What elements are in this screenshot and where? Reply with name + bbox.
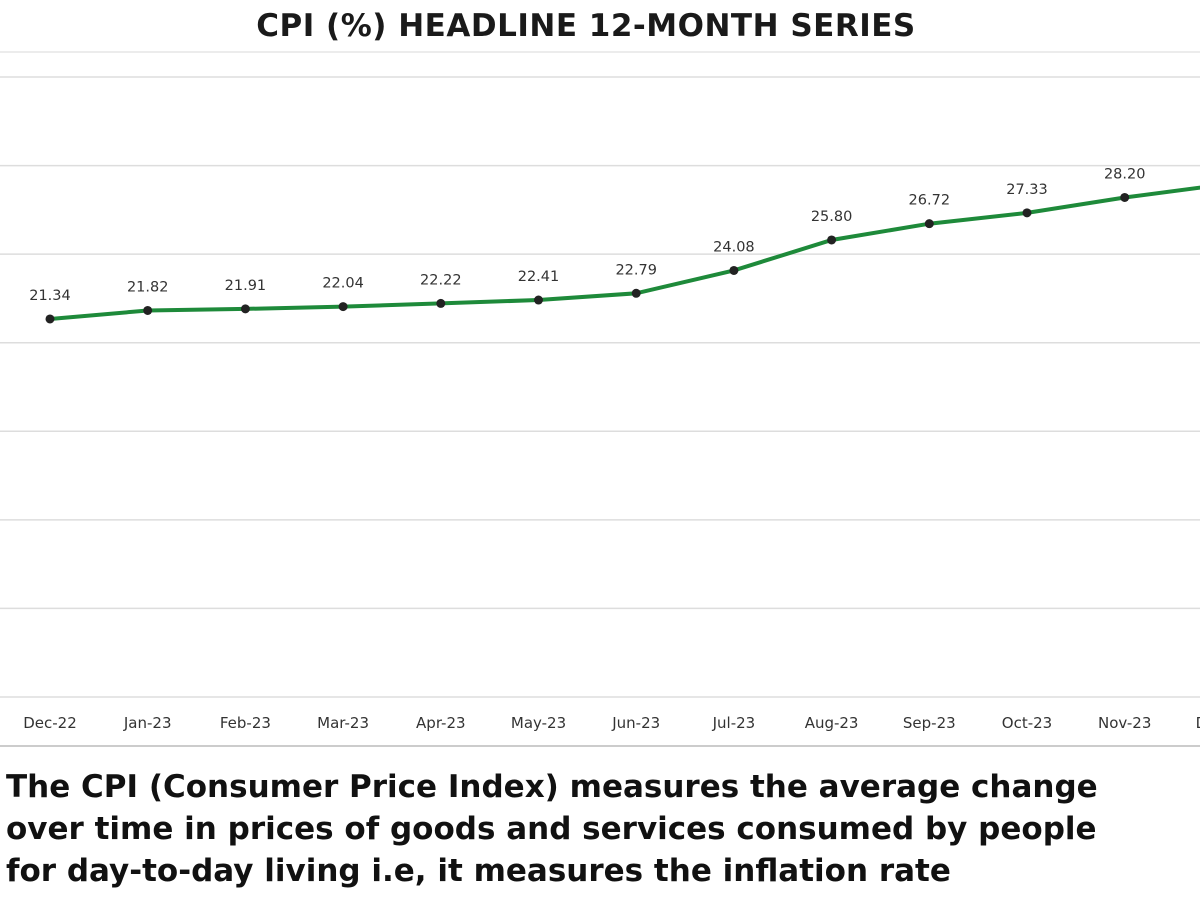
- x-tick-aug-23: Aug-23: [805, 714, 859, 732]
- data-point-nov-23: [1120, 192, 1130, 202]
- data-label-jul-23: 24.08: [713, 239, 755, 255]
- x-tick-dec-22: Dec-22: [23, 714, 77, 732]
- data-label-nov-23: 28.20: [1104, 166, 1146, 182]
- cpi-description: The CPI (Consumer Price Index) measures …: [6, 766, 1200, 892]
- caption-line-3: for day-to-day living i.e, it measures t…: [6, 853, 951, 889]
- data-label-jan-23: 21.82: [127, 279, 169, 295]
- data-markers: [45, 192, 1130, 324]
- data-label-oct-23: 27.33: [1006, 182, 1048, 198]
- data-point-jul-23: [729, 265, 739, 275]
- x-tick-oct-23: Oct-23: [1002, 714, 1052, 732]
- data-point-dec-22: [45, 314, 55, 324]
- data-label-sep-23: 26.72: [909, 193, 951, 209]
- x-tick-may-23: May-23: [511, 714, 566, 732]
- x-tick-jan-23: Jan-23: [123, 714, 172, 732]
- chart-title: CPI (%) HEADLINE 12-MONTH SERIES: [256, 8, 916, 44]
- data-point-may-23: [534, 295, 543, 305]
- data-label-feb-23: 21.91: [225, 278, 267, 294]
- data-point-jan-23: [143, 305, 153, 315]
- data-label-aug-23: 25.80: [811, 209, 853, 225]
- x-tick-sep-23: Sep-23: [903, 714, 956, 732]
- x-tick-jul-23: Jul-23: [712, 714, 756, 732]
- data-label-may-23: 22.41: [518, 269, 560, 285]
- x-axis-tick-labels: Dec-22 Jan-23 Feb-23 Mar-23 Apr-23 May-23 Jun-…: [23, 714, 1200, 732]
- data-label-dec-22: 21.34: [29, 288, 71, 304]
- cpi-line-chart: 21.34 21.82 21.91 22.04 22.22 22.41 22.79 24.08…: [0, 51, 1200, 747]
- data-point-jun-23: [631, 288, 641, 298]
- data-point-mar-23: [338, 302, 348, 312]
- x-tick-dec-23: Dec-23: [1196, 714, 1200, 732]
- x-tick-jun-23: Jun-23: [611, 714, 660, 732]
- data-labels: 21.34 21.82 21.91 22.04 22.22 22.41 22.79 24.08…: [29, 166, 1146, 304]
- gridlines: [0, 51, 1200, 747]
- data-point-oct-23: [1022, 208, 1032, 218]
- data-point-apr-23: [436, 298, 446, 308]
- x-tick-nov-23: Nov-23: [1098, 714, 1151, 732]
- x-tick-mar-23: Mar-23: [317, 714, 369, 732]
- data-label-jun-23: 22.79: [615, 262, 657, 278]
- data-point-sep-23: [924, 219, 934, 229]
- series-line-cpi: [49, 185, 1200, 321]
- x-tick-apr-23: Apr-23: [416, 714, 466, 732]
- data-point-aug-23: [827, 235, 837, 245]
- x-tick-feb-23: Feb-23: [220, 714, 271, 732]
- data-point-feb-23: [240, 304, 250, 314]
- caption-line-2: over time in prices of goods and service…: [6, 811, 1097, 847]
- data-label-apr-23: 22.22: [420, 272, 462, 288]
- caption-line-1: The CPI (Consumer Price Index) measures …: [6, 769, 1098, 805]
- data-label-mar-23: 22.04: [322, 276, 364, 292]
